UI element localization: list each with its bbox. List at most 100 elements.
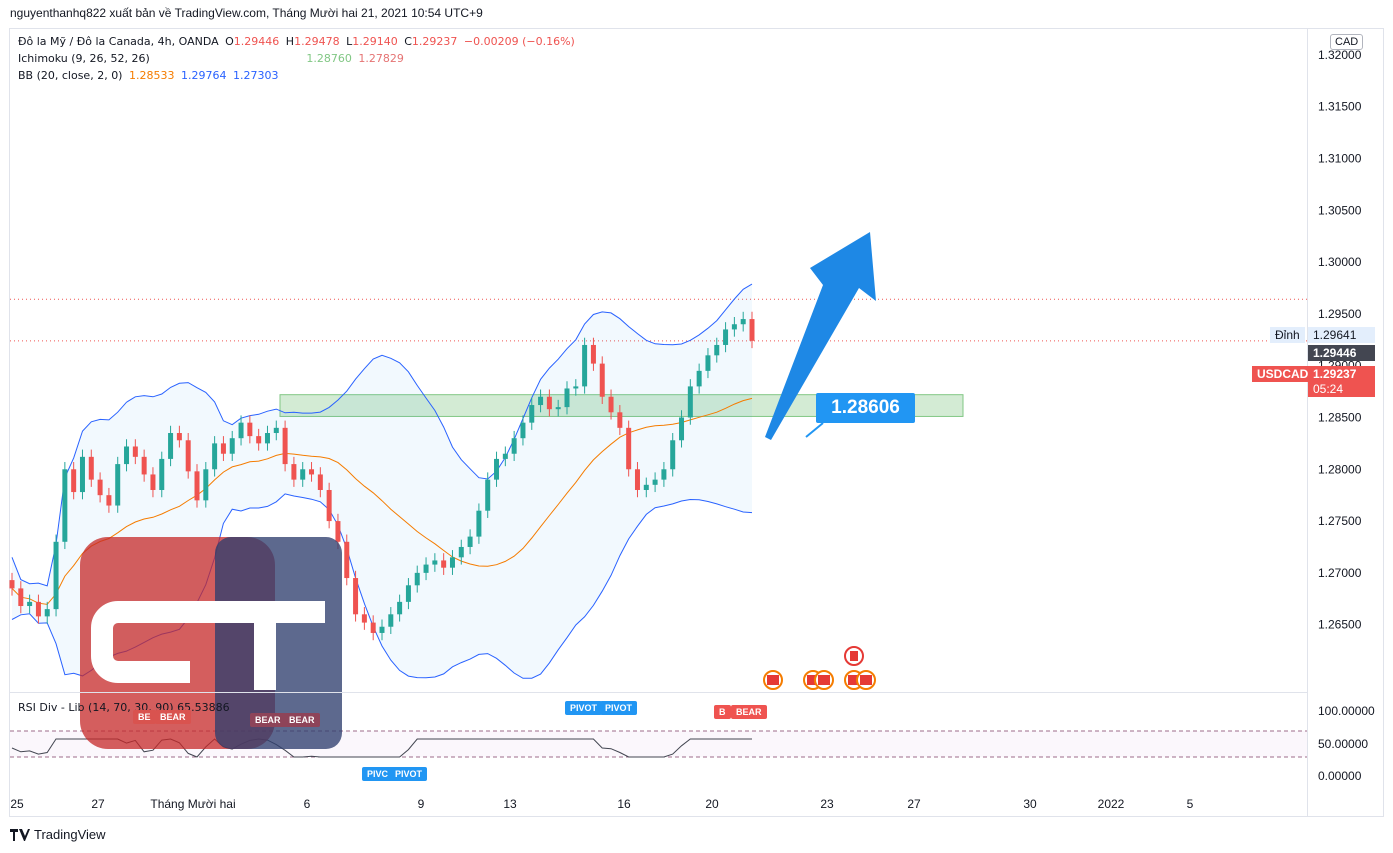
price-tick-label: 1.27000 bbox=[1318, 566, 1362, 580]
bb-basis: 1.28533 bbox=[128, 69, 175, 82]
price-tick-label: 1.32000 bbox=[1318, 48, 1362, 62]
time-tick-label: 13 bbox=[503, 797, 517, 811]
candle-body bbox=[194, 471, 200, 501]
price-tick-label: 1.31500 bbox=[1318, 100, 1362, 114]
bb-legend[interactable]: BB (20, close, 2, 0) 1.28533 1.29764 1.2… bbox=[18, 69, 281, 82]
candle-body bbox=[309, 469, 315, 475]
candle-body bbox=[264, 433, 270, 444]
candle-body bbox=[115, 464, 121, 506]
candle-body bbox=[79, 456, 85, 493]
candle-body bbox=[414, 572, 420, 586]
time-tick-label: 20 bbox=[705, 797, 719, 811]
candle-body bbox=[494, 458, 500, 480]
candle-body bbox=[256, 436, 262, 444]
price-tick-label: 1.26500 bbox=[1318, 618, 1362, 632]
candle-body bbox=[740, 319, 746, 325]
canada-flag-icon bbox=[850, 651, 858, 661]
symbol-tag: USDCAD bbox=[1252, 366, 1314, 382]
bb-lower: 1.27303 bbox=[232, 69, 279, 82]
time-tick-label: 27 bbox=[91, 797, 105, 811]
high-value: 1.29478 bbox=[294, 35, 340, 48]
pivot-marker: PIVOT bbox=[600, 701, 638, 715]
candle-body bbox=[361, 614, 367, 623]
candle-body bbox=[423, 564, 429, 573]
footer-brand[interactable]: TradingView bbox=[10, 827, 106, 842]
footer-brand-name: TradingView bbox=[34, 827, 106, 842]
event-flag-icon bbox=[848, 675, 860, 685]
candle-body bbox=[335, 521, 341, 542]
candle-body bbox=[124, 446, 130, 465]
countdown-tag: 05:24 bbox=[1308, 381, 1375, 397]
candle-body bbox=[397, 601, 403, 615]
candle-body bbox=[185, 440, 191, 472]
candle-body bbox=[749, 319, 755, 341]
peak-label: Đỉnh bbox=[1270, 327, 1305, 343]
candle-body bbox=[62, 469, 68, 542]
event-flag-icon bbox=[767, 675, 779, 685]
tradingview-logo-icon bbox=[10, 828, 30, 841]
current-price-tag: 1.29237 bbox=[1308, 366, 1375, 382]
pivot-marker: PIVC bbox=[362, 767, 394, 781]
candle-body bbox=[168, 433, 174, 459]
candle-body bbox=[353, 578, 359, 615]
price-callout[interactable]: 1.28606 bbox=[816, 393, 915, 423]
bear-marker: B bbox=[714, 705, 731, 719]
candle-body bbox=[705, 355, 711, 371]
time-tick-label: Tháng Mười hai bbox=[150, 797, 235, 811]
candle-body bbox=[476, 510, 482, 537]
price-axis[interactable] bbox=[1307, 29, 1385, 816]
time-tick-label: 25 bbox=[10, 797, 24, 811]
time-tick-label: 23 bbox=[820, 797, 834, 811]
price-tick-label: 1.30000 bbox=[1318, 255, 1362, 269]
candle-body bbox=[71, 469, 77, 493]
candle-body bbox=[714, 344, 720, 356]
ichimoku-legend[interactable]: Ichimoku (9, 26, 52, 26) 1.28760 1.27829 bbox=[18, 52, 407, 65]
candle-body bbox=[634, 469, 640, 490]
last-high-tag: 1.29446 bbox=[1308, 345, 1375, 361]
bear-marker: BEAR bbox=[284, 713, 320, 727]
candle-body bbox=[502, 453, 508, 459]
candle-body bbox=[238, 422, 244, 439]
price-tick-label: 1.28000 bbox=[1318, 462, 1362, 476]
bb-upper: 1.29764 bbox=[180, 69, 227, 82]
currency-button[interactable]: CAD bbox=[1330, 34, 1364, 50]
candle-body bbox=[520, 422, 526, 439]
bear-marker: BEAR bbox=[250, 713, 286, 727]
candle-body bbox=[538, 396, 544, 406]
price-tick-label: 1.28500 bbox=[1318, 410, 1362, 424]
price-tick-label: 1.27500 bbox=[1318, 514, 1362, 528]
candle-body bbox=[106, 495, 112, 506]
candle-body bbox=[687, 386, 693, 418]
candle-body bbox=[273, 427, 279, 434]
high-label: H bbox=[285, 35, 295, 48]
time-tick-label: 16 bbox=[617, 797, 631, 811]
candle-body bbox=[97, 479, 103, 496]
ichimoku-span-a: 1.28760 bbox=[306, 52, 352, 65]
change-value: −0.00209 (−0.16%) bbox=[463, 35, 575, 48]
bear-marker: BE bbox=[133, 710, 156, 724]
low-label: L bbox=[346, 35, 353, 48]
chart-frame bbox=[9, 28, 1384, 817]
bear-marker: BEAR bbox=[731, 705, 767, 719]
pivot-marker: PIVOT bbox=[390, 767, 428, 781]
candle-body bbox=[291, 464, 297, 480]
rsi-level-0: 0.00000 bbox=[1318, 769, 1362, 783]
candle-body bbox=[388, 614, 394, 627]
time-tick-label: 30 bbox=[1023, 797, 1037, 811]
candle-body bbox=[467, 536, 473, 547]
event-flag-icon bbox=[818, 675, 830, 685]
candle-body bbox=[511, 438, 517, 454]
candle-body bbox=[141, 456, 147, 475]
symbol-name[interactable]: Đô la Mỹ / Đô la Canada, 4h, OANDA bbox=[18, 35, 219, 48]
candle-body bbox=[405, 585, 411, 602]
rsi-legend[interactable]: RSI Div - Lib (14, 70, 30, 90) 65.53886 bbox=[18, 701, 230, 714]
pane-separator[interactable] bbox=[10, 692, 1307, 693]
candle-body bbox=[617, 412, 623, 428]
trend-arrow bbox=[765, 232, 876, 440]
candle-body bbox=[18, 588, 24, 607]
candle-body bbox=[176, 433, 182, 441]
candle-body bbox=[300, 469, 306, 480]
candle-body bbox=[652, 479, 658, 485]
rsi-level-50: 50.00000 bbox=[1318, 737, 1369, 751]
